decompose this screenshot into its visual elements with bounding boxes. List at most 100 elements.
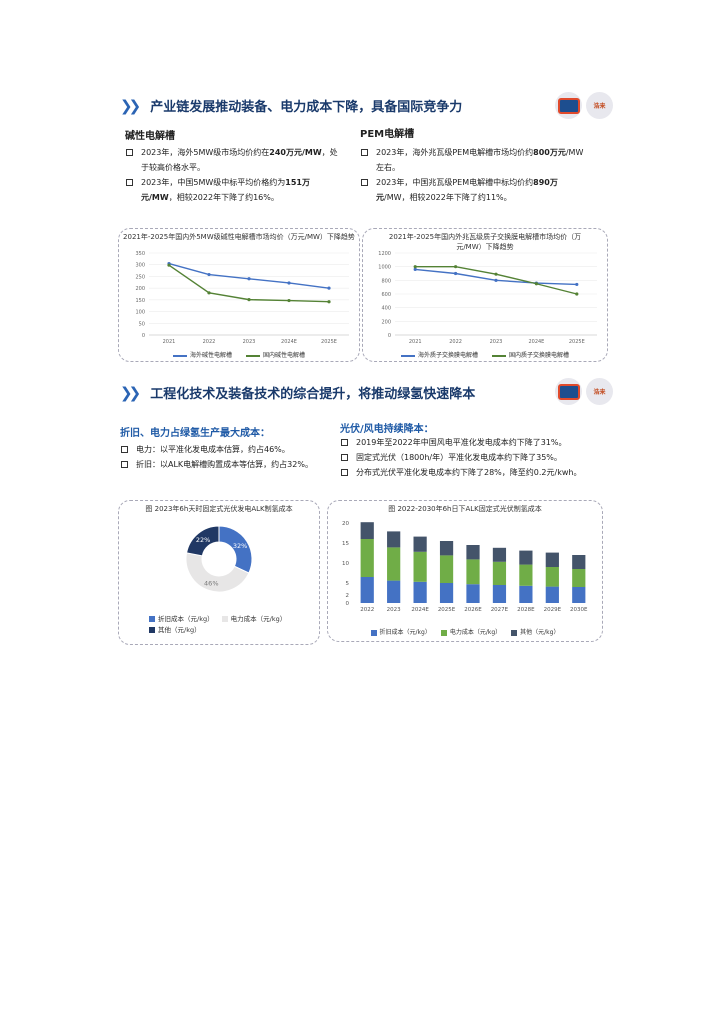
legend-item: 其他（元/kg） (511, 627, 559, 636)
chart-legend: 海外碱性电解槽 国内碱性电解槽 (119, 350, 359, 359)
bar-segment (439, 583, 454, 603)
x-tick-label: 2022 (203, 339, 216, 345)
x-tick-label: 2025E (321, 339, 337, 345)
x-tick-label: 2021 (163, 339, 176, 345)
bar-segment (572, 587, 586, 603)
y-tick-label: 200 (135, 286, 145, 292)
bar-segment (466, 545, 480, 560)
bar-segment (413, 581, 427, 603)
alk-bullet-list: 2023年，海外5MW级市场均价约在240万元/MW，处于较高价格水平。 202… (125, 145, 345, 205)
y-tick-label: 0 (142, 333, 145, 339)
data-point (247, 298, 251, 302)
hydrogen-cost-bar-chart: 图 2022-2030年6h日下ALK固定式光伏制氢成本 0 2 5 10 15 20 20… (327, 500, 603, 642)
bar-segment (492, 585, 507, 603)
x-tick-label: 2025E (569, 339, 585, 345)
bar-segment (413, 551, 427, 582)
y-tick-label: 250 (135, 274, 145, 280)
y-tick-label: 150 (135, 298, 145, 304)
x-tick-label: 2023 (243, 339, 256, 345)
y-tick-label: 15 (342, 541, 349, 547)
bar-segment (519, 564, 533, 586)
cost-structure-list: 电力：以平准化发电成本估算，约占46%。 折旧：以ALK电解槽购置成本等估算，约… (120, 442, 345, 472)
x-tick-label: 2022 (449, 339, 462, 345)
alk-price-chart: 2021年-2025年国内外5MW级碱性电解槽市场均价（万元/MW）下降趋势 0… (118, 228, 360, 362)
section2-header: ❯❯ 工程化技术及装备技术的综合提升，将推动绿氢快速降本 (120, 383, 475, 402)
data-point (413, 265, 417, 269)
bar-segment (545, 552, 559, 567)
data-point (207, 291, 211, 295)
data-point (287, 281, 291, 285)
legend-item: 国内质子交换膜电解槽 (492, 350, 569, 359)
chart-title: 图 2023年6h天时固定式光伏发电ALK制氢成本 (145, 505, 293, 513)
cost-share-donut: 32% 46% 22% (185, 525, 253, 593)
list-item: 2023年，海外5MW级市场均价约在240万元/MW，处于较高价格水平。 (125, 145, 345, 175)
alk-heading: 碱性电解槽 (125, 131, 175, 142)
bar-segment (439, 541, 454, 556)
data-point (454, 265, 458, 269)
legend-item: 国内碱性电解槽 (246, 350, 305, 359)
x-tick-label: 2024E (411, 607, 429, 613)
pem-price-chart: 2021年-2025年国内外兆瓦级质子交换膜电解槽市场均价（万元/MW）下降趋势… (362, 228, 608, 362)
data-label: 46% (204, 579, 218, 587)
bar-segment (492, 547, 507, 562)
company-logo-icon (555, 378, 582, 405)
list-item: 折旧：以ALK电解槽购置成本等估算，约占32%。 (120, 457, 345, 472)
x-tick-label: 2028E (517, 607, 535, 613)
data-point (494, 272, 498, 276)
pem-heading: PEM电解槽 (360, 129, 415, 140)
chart-title: 图 2022-2030年6h日下ALK固定式光伏制氢成本 (388, 505, 542, 513)
bar-segment (387, 580, 401, 603)
legend-item: 海外质子交换膜电解槽 (400, 350, 478, 359)
data-point (167, 263, 171, 267)
y-tick-label: 1200 (378, 251, 391, 257)
bar-segment (466, 559, 480, 585)
chart-title: 2021年-2025年国内外5MW级碱性电解槽市场均价（万元/MW）下降趋势 (123, 233, 355, 241)
x-tick-label: 2026E (464, 607, 482, 613)
chart-legend: 海外质子交换膜电解槽 国内质子交换膜电解槽 (363, 350, 607, 359)
logo-group-2: 浩来 (555, 378, 613, 405)
list-item: 固定式光伏（1800h/年）平准化发电成本约下降了35%。 (340, 450, 610, 465)
data-point (454, 271, 458, 276)
data-point (287, 298, 291, 303)
y-tick-label: 0 (346, 601, 350, 607)
x-tick-label: 2027E (491, 607, 509, 613)
x-tick-label: 2024E (528, 339, 544, 345)
x-tick-label: 2024E (281, 339, 297, 345)
x-tick-label: 2023 (387, 607, 401, 613)
y-tick-label: 300 (135, 263, 145, 269)
section1-title: 产业链发展推动装备、电力成本下降，具备国际竞争力 (150, 100, 463, 115)
data-point (327, 300, 331, 304)
x-tick-label: 2025E (438, 607, 456, 613)
legend-item: 海外碱性电解槽 (172, 350, 232, 359)
pv-wind-list: 2019年至2022年中国风电平准化发电成本约下降了31%。 固定式光伏（180… (340, 435, 610, 480)
data-point (327, 286, 331, 290)
bar-segment (413, 536, 427, 552)
chevron-right-icon: ❯❯ (120, 97, 141, 115)
bar-segment (387, 547, 401, 581)
pie-slice (185, 525, 220, 557)
x-tick-label: 2022 (360, 607, 374, 613)
y-tick-label: 100 (135, 310, 145, 316)
section1-header: ❯❯ 产业链发展推动装备、电力成本下降，具备国际竞争力 (120, 96, 462, 115)
company-logo-icon (555, 92, 582, 119)
y-tick-label: 5 (346, 581, 350, 587)
legend-item: 电力成本（元/kg） (440, 627, 501, 636)
y-tick-label: 1000 (378, 265, 391, 271)
logo-group-1: 浩来 (555, 92, 613, 119)
list-item: 电力：以平准化发电成本估算，约占46%。 (120, 442, 345, 457)
partner-logo: 浩来 (586, 378, 613, 405)
bar-segment (466, 584, 480, 603)
hydrogen-cost-stacked-bars: 0 2 5 10 15 20 2022 2023 2024E 2025E 2026E 2027E 202… (342, 521, 588, 613)
bar-segment (492, 561, 507, 585)
bar-segment (572, 555, 586, 569)
y-tick-label: 50 (139, 321, 145, 327)
y-tick-label: 400 (381, 306, 391, 312)
y-tick-label: 350 (135, 251, 145, 257)
list-item: 2023年，中国兆瓦级PEM电解槽中标均价约890万元/MW，相较2022年下降… (360, 175, 585, 205)
chart-legend: 折旧成本（元/kg） 电力成本（元/kg） 其他（元/kg） (149, 614, 286, 636)
bar-segment (387, 531, 401, 548)
series-line (168, 262, 330, 289)
x-tick-label: 2030E (570, 607, 588, 613)
chevron-right-icon: ❯❯ (120, 384, 141, 402)
partner-logo: 浩来 (586, 92, 613, 119)
